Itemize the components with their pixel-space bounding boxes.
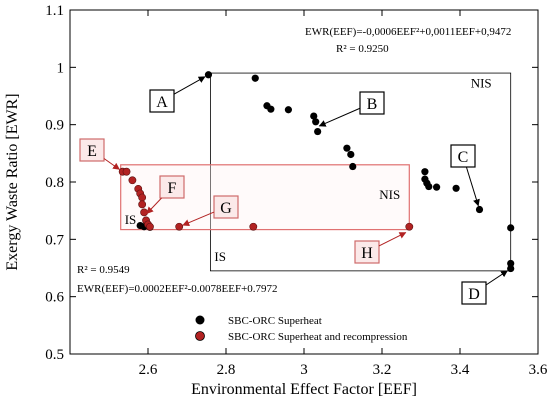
data-points-layer [118, 71, 515, 273]
callout-box-g [213, 195, 239, 219]
legend-label-superheat: SBC-ORC Superheat [228, 315, 322, 327]
r2-lower: R² = 0.9549 [77, 264, 130, 276]
x-axis-title: Environmental Effect Factor [EEF] [191, 381, 417, 398]
point-recompression [175, 222, 184, 231]
x-tick-label: 3.6 [529, 362, 548, 378]
callout-arrow-a [173, 76, 206, 95]
x-tick-label: 3 [300, 362, 308, 378]
callout-box-d [461, 281, 487, 305]
point-superheat [312, 118, 320, 126]
callout-label-c: C [458, 149, 469, 166]
callout-label-a: A [156, 94, 168, 111]
equation-lower: EWR(EEF)=0.0002EEF²-0.0078EEF+0.7972 [77, 283, 278, 295]
callout-box-f [159, 175, 185, 199]
callout-box-e [79, 138, 105, 162]
point-recompression [249, 222, 258, 231]
y-tick-label: 0.5 [45, 347, 64, 363]
callout-arrow-g [182, 211, 215, 226]
callout-arrow-h [378, 232, 407, 247]
callout-box-c [450, 144, 476, 168]
callout-arrow-e [103, 158, 120, 170]
point-recompression [138, 200, 147, 209]
x-tick-label: 2.8 [217, 362, 236, 378]
r2-upper: R² = 0.9250 [336, 43, 389, 55]
point-superheat [251, 74, 259, 82]
y-tick-label: 1.1 [45, 3, 64, 19]
point-superheat [507, 259, 515, 268]
point-recompression [146, 222, 154, 231]
callout-label-f: F [168, 180, 177, 197]
callouts-layer: A B C D E F G H [79, 76, 508, 305]
callout-box-a [149, 89, 175, 113]
point-recompression [405, 222, 414, 231]
point-superheat [433, 183, 441, 191]
legend-marker-superheat [195, 315, 205, 325]
point-superheat [421, 168, 429, 176]
point-recompression [128, 176, 137, 185]
y-axis-title: Exergy Waste Ratio [EWR] [4, 93, 21, 270]
x-tick-label: 3.4 [451, 362, 470, 378]
region-nis-label-inner: NIS [379, 187, 400, 202]
region-nis-box [209, 72, 512, 272]
point-superheat [347, 150, 355, 159]
point-recompression [140, 208, 148, 217]
callout-label-d: D [468, 286, 480, 303]
callout-arrow-d [485, 270, 508, 286]
callout-arrow-f [146, 197, 162, 215]
callout-arrow-b [318, 107, 361, 127]
point-superheat [507, 224, 515, 232]
callout-box-h [354, 240, 380, 264]
regions-layer: NIS NIS IS IS [120, 72, 512, 272]
y-tick-label: 0.7 [45, 232, 64, 248]
point-superheat [267, 105, 275, 113]
point-superheat [425, 182, 433, 191]
region-nis-label: NIS [471, 75, 492, 90]
point-superheat [349, 162, 357, 171]
callout-label-h: H [361, 245, 373, 262]
point-superheat [204, 71, 213, 79]
y-axis-ticks: 0.5 0.6 0.7 0.8 0.9 1 1.1 [45, 3, 538, 363]
legend: SBC-ORC Superheat SBC-ORC Superheat and … [195, 315, 408, 343]
point-superheat [343, 144, 351, 152]
point-superheat [507, 264, 515, 273]
point-recompression [122, 167, 131, 176]
point-superheat [452, 184, 460, 192]
point-superheat [284, 106, 292, 114]
x-tick-label: 2.6 [139, 362, 158, 378]
region-is-label: IS [125, 212, 137, 227]
x-axis-ticks: 2.6 2.8 3 3.2 3.4 3.6 [139, 10, 548, 378]
callout-label-b: B [367, 96, 378, 113]
callout-label-g: G [220, 200, 232, 217]
y-tick-label: 0.6 [45, 290, 64, 306]
point-superheat [310, 112, 318, 120]
y-tick-label: 1 [57, 60, 65, 76]
region-is-label-inner: IS [214, 249, 226, 264]
callout-box-b [359, 91, 385, 115]
legend-marker-recompression [195, 331, 205, 341]
x-tick-label: 3.2 [373, 362, 392, 378]
point-recompression [138, 193, 147, 202]
y-tick-label: 0.9 [45, 118, 64, 134]
point-superheat [475, 205, 484, 214]
callout-arrow-c [465, 166, 480, 207]
legend-label-recompression: SBC-ORC Superheat and recompression [228, 331, 408, 343]
point-superheat [314, 127, 322, 136]
callout-label-e: E [87, 143, 97, 160]
equation-upper: EWR(EEF)=-0,0006EEF²+0,0011EEF+0,9472 [305, 26, 511, 38]
y-tick-label: 0.8 [45, 175, 64, 191]
